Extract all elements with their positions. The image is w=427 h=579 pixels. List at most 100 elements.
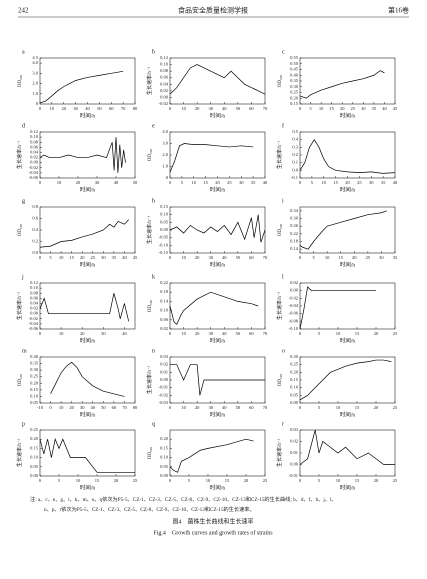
x-tick-label: 70 <box>263 106 268 111</box>
y-tick-label: 0.04 <box>30 300 39 305</box>
data-line <box>169 64 266 95</box>
y-tick-label: 0.02 <box>30 306 38 311</box>
x-tick-label: 30 <box>239 180 244 185</box>
y-axis-label: 生长速率/h⁻¹ <box>276 291 283 320</box>
plot-frame <box>299 206 396 254</box>
data-line <box>169 214 266 243</box>
x-tick-label: 25 <box>227 180 232 185</box>
x-tick-label: 20 <box>374 331 379 336</box>
x-tick-label: 25 <box>393 478 398 483</box>
y-axis-label: 生长速率/h⁻¹ <box>16 140 23 169</box>
data-line <box>39 438 135 473</box>
y-tick-label: 0.02 <box>160 362 168 367</box>
x-tick-label: 30 <box>208 405 213 410</box>
y-tick-label: 3.0 <box>32 70 38 75</box>
y-axis-label: 生长速率/h⁻¹ <box>146 215 153 244</box>
y-tick-label: -0.06 <box>29 326 39 331</box>
y-tick-label: 0.25 <box>30 427 39 432</box>
x-axis-label: 时间/h <box>340 111 356 119</box>
x-axis-label: 时间/h <box>340 336 356 344</box>
y-tick-label: 0.02 <box>160 88 168 93</box>
panel-label: a <box>22 49 25 55</box>
y-tick-label: 0.15 <box>290 377 299 382</box>
y-tick-label: -0.01 <box>289 473 298 478</box>
y-tick-label: 0.00 <box>290 288 299 293</box>
y-tick-label: 0.12 <box>30 129 38 134</box>
x-tick-label: 5 <box>318 405 321 410</box>
x-axis-label: 时间/h <box>210 410 226 418</box>
data-line <box>39 137 126 173</box>
x-tick-label: 10 <box>57 180 62 185</box>
y-tick-label: 0.34 <box>290 208 299 213</box>
y-tick-label: 0.20 <box>30 380 39 385</box>
y-axis-label: OD₆₀₀ <box>278 374 283 387</box>
x-tick-label: 15 <box>355 331 360 336</box>
y-tick-label: 0.0 <box>32 250 38 255</box>
x-tick-label: 10 <box>181 106 186 111</box>
x-tick-label: 10 <box>181 405 186 410</box>
x-tick-label: 80 <box>133 106 138 111</box>
x-tick-label: 45 <box>133 255 138 260</box>
x-tick-label: 35 <box>372 106 377 111</box>
y-tick-label: 0.04 <box>30 149 39 154</box>
x-tick-label: 25 <box>91 255 96 260</box>
x-tick-label: 0 <box>299 478 302 483</box>
x-tick-label: 60 <box>249 106 254 111</box>
y-tick-label: 0.14 <box>160 298 169 303</box>
x-tick-label: 40 <box>114 180 119 185</box>
x-axis-label: 时间/h <box>80 410 96 418</box>
x-tick-label: 5 <box>58 478 61 483</box>
x-tick-label: 40 <box>263 180 268 185</box>
y-tick-label: 0.05 <box>290 392 299 397</box>
y-tick-label: -0.15 <box>159 250 169 255</box>
y-tick-label: 4.5 <box>32 55 38 60</box>
x-tick-label: 20 <box>195 405 200 410</box>
x-tick-label: 30 <box>369 180 374 185</box>
y-tick-label: 0.10 <box>160 308 169 313</box>
panel-label: h <box>152 198 155 204</box>
data-line <box>169 291 259 325</box>
y-tick-label: 0.30 <box>290 216 299 221</box>
y-axis-label: 生长速率/h⁻¹ <box>146 365 153 394</box>
caption-note: 注: a、c、e、g、i、k、m、o、q依次为P5-5、CZ-1、CZ-3、CZ… <box>30 495 337 503</box>
panel-label: n <box>152 348 155 354</box>
x-tick-label: 10 <box>59 405 64 410</box>
x-tick-label: 35 <box>393 255 398 260</box>
x-tick-label: 5 <box>318 478 321 483</box>
x-tick-label: 15 <box>203 180 208 185</box>
panel-label: b <box>152 49 155 55</box>
y-tick-label: 0.08 <box>30 139 39 144</box>
y-tick-label: 0.02 <box>30 155 38 160</box>
y-tick-label: 0.10 <box>160 62 169 67</box>
panel-label: p <box>22 421 25 427</box>
x-tick-label: 25 <box>393 405 398 410</box>
x-tick-label: 10 <box>181 331 186 336</box>
y-tick-label: -0.10 <box>159 242 169 247</box>
y-axis-label: 生长速率/h⁻¹ <box>276 438 283 467</box>
x-tick-label: 15 <box>338 255 343 260</box>
x-tick-label: 0 <box>39 106 42 111</box>
y-tick-label: 0.12 <box>160 55 168 60</box>
x-tick-label: 5 <box>311 180 314 185</box>
x-axis-label: 时间/h <box>340 410 356 418</box>
x-tick-label: 20 <box>69 405 74 410</box>
x-tick-label: 25 <box>351 106 356 111</box>
y-tick-label: 0.22 <box>290 231 298 236</box>
page-number: 242 <box>18 7 29 15</box>
x-tick-label: 20 <box>340 106 345 111</box>
x-tick-label: 5 <box>181 180 184 185</box>
plot-frame <box>39 356 136 404</box>
x-tick-label: 50 <box>101 405 106 410</box>
x-tick-label: 45 <box>393 106 398 111</box>
y-tick-label: 0.00 <box>290 462 299 467</box>
x-tick-label: 10 <box>322 180 327 185</box>
x-axis-label: 时间/h <box>210 483 226 491</box>
panel-label: o <box>282 348 285 354</box>
y-tick-label: -0.01 <box>159 385 168 390</box>
x-tick-label: 15 <box>333 180 338 185</box>
y-tick-label: 0.00 <box>30 473 39 478</box>
x-axis-label: 时间/h <box>210 260 226 268</box>
y-tick-label: 0.02 <box>290 280 298 285</box>
y-tick-label: 0.00 <box>160 377 169 382</box>
x-tick-label: 40 <box>222 331 227 336</box>
